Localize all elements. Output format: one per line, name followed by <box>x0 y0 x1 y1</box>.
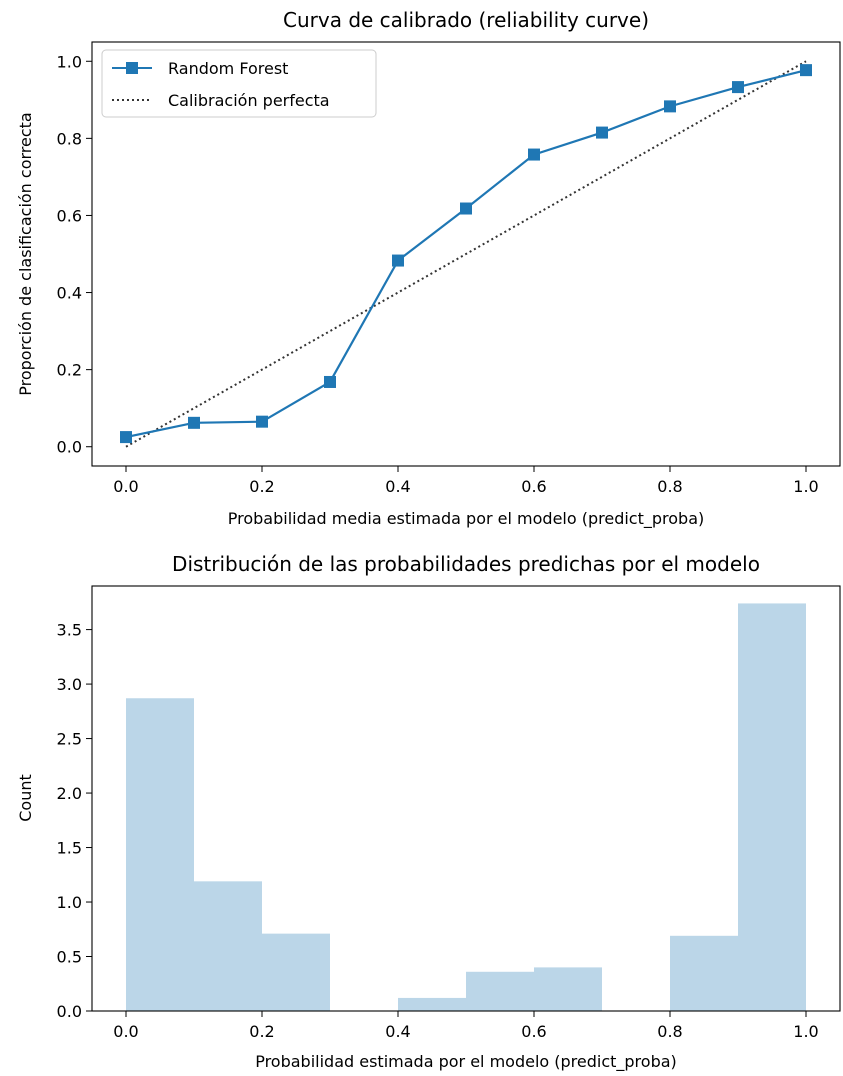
histogram-x-tick-label: 0.8 <box>657 1022 682 1041</box>
histogram-bar <box>466 971 534 1011</box>
histogram-y-tick-label: 2.5 <box>57 730 82 749</box>
histogram-x-tick-label: 1.0 <box>793 1022 818 1041</box>
legend-random-forest-marker <box>126 62 138 74</box>
calibration-x-tick-label: 1.0 <box>793 477 818 496</box>
random-forest-point <box>460 202 472 215</box>
calibration-plot-area <box>91 41 841 467</box>
random-forest-point <box>732 81 744 94</box>
histogram-y-tick-label: 0.5 <box>57 948 82 967</box>
histogram-y-tick-label: 2.0 <box>57 784 82 803</box>
random-forest-point <box>664 100 676 113</box>
random-forest-point <box>324 375 336 388</box>
calibration-x-tick-label: 0.8 <box>657 477 682 496</box>
histogram-x-tick-label: 0.2 <box>249 1022 274 1041</box>
histogram-y-tick-label: 0.0 <box>57 1002 82 1021</box>
calibration-y-tick-label: 0.6 <box>57 206 82 225</box>
histogram-y-tick-label: 3.0 <box>57 675 82 694</box>
histogram-x-tick-label: 0.0 <box>113 1022 138 1041</box>
calibration-chart: Curva de calibrado (reliability curve) 0… <box>16 8 841 529</box>
calibration-x-tick-label: 0.0 <box>113 477 138 496</box>
calibration-y-tick-label: 0.2 <box>57 361 82 380</box>
calibration-y-tick-label: 1.0 <box>57 52 82 71</box>
histogram-bar <box>398 997 466 1011</box>
random-forest-point <box>528 148 540 161</box>
histogram-bar <box>534 967 602 1011</box>
histogram-x-axis-label: Probabilidad estimada por el modelo (pre… <box>255 1052 677 1072</box>
calibration-y-axis-label: Proporción de clasificación correcta <box>16 112 35 396</box>
histogram-y-axis-label: Count <box>16 774 35 822</box>
histogram-bar <box>738 603 806 1011</box>
calibration-x-tick-label: 0.6 <box>521 477 546 496</box>
histogram-bar <box>194 881 262 1011</box>
random-forest-point <box>120 431 132 444</box>
calibration-legend: Random Forest Calibración perfecta <box>101 49 377 118</box>
perfect-calibration-line <box>125 60 807 448</box>
calibration-y-tick-label: 0.4 <box>57 284 82 303</box>
histogram-x-tick-label: 0.4 <box>385 1022 410 1041</box>
calibration-x-tick-label: 0.2 <box>249 477 274 496</box>
calibration-x-axis-label: Probabilidad media estimada por el model… <box>228 509 705 529</box>
legend-random-forest-label: Random Forest <box>168 59 288 78</box>
random-forest-point <box>392 254 404 267</box>
calibration-chart-title: Curva de calibrado (reliability curve) <box>283 8 649 32</box>
calibration-x-tick-label: 0.4 <box>385 477 410 496</box>
histogram-bar <box>126 698 194 1011</box>
random-forest-point <box>596 126 608 139</box>
histogram-y-tick-label: 1.5 <box>57 839 82 858</box>
random-forest-point <box>188 416 200 429</box>
calibration-y-tick-label: 0.0 <box>57 438 82 457</box>
random-forest-point <box>800 64 812 77</box>
random-forest-point <box>256 415 268 428</box>
calibration-y-tick-label: 0.8 <box>57 129 82 148</box>
legend-perfect-calibration-label: Calibración perfecta <box>168 91 330 110</box>
histogram-bar <box>670 935 738 1011</box>
histogram-chart: Distribución de las probabilidades predi… <box>16 552 841 1072</box>
histogram-bar <box>262 933 330 1011</box>
histogram-x-tick-label: 0.6 <box>521 1022 546 1041</box>
histogram-y-tick-label: 1.0 <box>57 893 82 912</box>
histogram-y-tick-label: 3.5 <box>57 621 82 640</box>
histogram-plot-area <box>91 585 841 1012</box>
histogram-chart-title: Distribución de las probabilidades predi… <box>172 552 760 576</box>
